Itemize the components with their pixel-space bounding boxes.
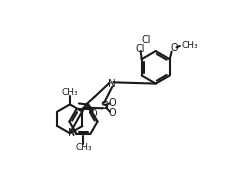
Text: CH₃: CH₃ <box>62 88 78 97</box>
Text: N: N <box>108 79 116 90</box>
Text: CH₃: CH₃ <box>75 143 92 152</box>
Text: O: O <box>170 43 178 53</box>
Text: Cl: Cl <box>136 44 145 54</box>
Text: O: O <box>108 98 116 107</box>
Text: N: N <box>68 128 75 138</box>
Text: O: O <box>89 109 97 119</box>
Text: O: O <box>108 108 116 118</box>
Text: S: S <box>100 101 108 111</box>
Text: Cl: Cl <box>142 35 151 45</box>
Text: CH₃: CH₃ <box>181 41 198 50</box>
